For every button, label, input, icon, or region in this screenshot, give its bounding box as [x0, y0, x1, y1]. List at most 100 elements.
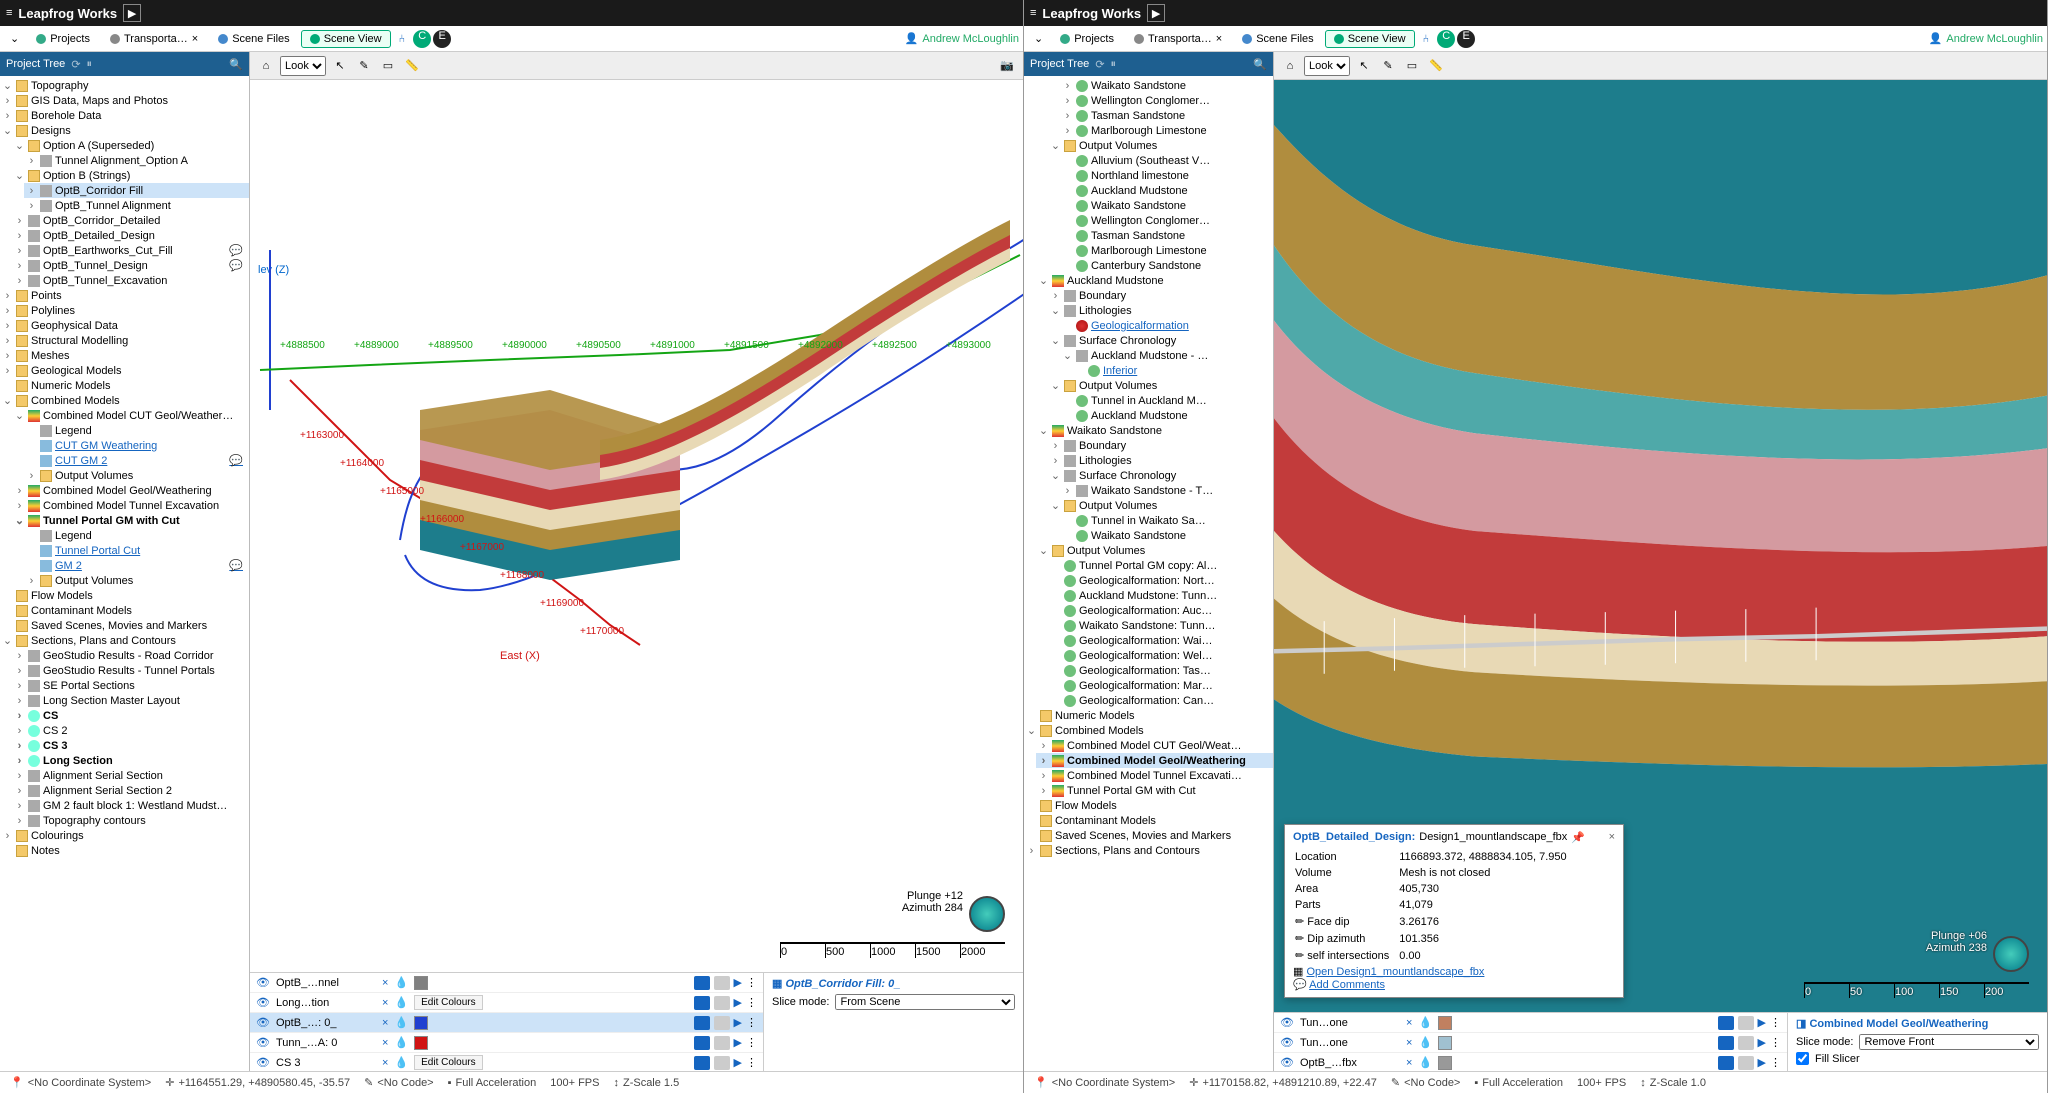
e-icon[interactable]: E [1457, 30, 1475, 48]
toggle-a[interactable] [694, 976, 710, 990]
tree-item[interactable]: ›OptB_Tunnel Alignment [24, 198, 249, 213]
slice-mode-select[interactable]: From Scene [835, 994, 1015, 1010]
tree-item[interactable]: Marlborough Limestone [1060, 243, 1273, 258]
more-icon[interactable]: ⋮ [1770, 1036, 1781, 1049]
tree-item[interactable]: ›Tunnel Alignment_Option A [24, 153, 249, 168]
tool-pencil-icon[interactable]: ✎ [354, 56, 374, 76]
toggle-a[interactable] [1718, 1016, 1734, 1030]
scene-item[interactable]: 👁OptB_…nnel×💧▶⋮ [250, 973, 763, 993]
expand-icon[interactable]: ⌄ [14, 169, 25, 182]
expand-icon[interactable]: ⌄ [1050, 499, 1061, 512]
tree-item[interactable]: Geologicalformation: Auc… [1048, 603, 1273, 618]
remove-icon[interactable]: × [382, 977, 388, 989]
expand-icon[interactable]: › [14, 215, 25, 227]
tree-item[interactable]: Wellington Conglomer… [1060, 213, 1273, 228]
search-icon[interactable]: 🔍 [229, 58, 243, 71]
tree-item[interactable]: Legend [24, 423, 249, 438]
toggle-b[interactable] [714, 1016, 730, 1030]
tree-item[interactable]: Geologicalformation: Wel… [1048, 648, 1273, 663]
expand-icon[interactable]: › [14, 815, 25, 827]
expand-icon[interactable]: › [2, 110, 13, 122]
expand-icon[interactable]: ⌄ [1050, 334, 1061, 347]
tree-item[interactable]: ⌄Option B (Strings) [12, 168, 249, 183]
expand-icon[interactable]: › [2, 290, 13, 302]
expand-icon[interactable]: › [26, 470, 37, 482]
more-icon[interactable]: ⋮ [746, 996, 757, 1009]
expand-icon[interactable]: › [14, 275, 25, 287]
tree-item[interactable]: Tunnel Portal GM copy: Al… [1048, 558, 1273, 573]
tree-item[interactable]: CUT GM Weathering [24, 438, 249, 453]
tree-item[interactable]: Numeric Models [0, 378, 249, 393]
tree-item[interactable]: ⌄Option A (Superseded) [12, 138, 249, 153]
toggle-a[interactable] [1718, 1036, 1734, 1050]
tree-item[interactable]: ›Long Section [12, 753, 249, 768]
comment-icon[interactable]: 💬 [229, 559, 243, 572]
remove-icon[interactable]: × [1406, 1017, 1412, 1029]
tree-item[interactable]: ›Combined Model Geol/Weathering [12, 483, 249, 498]
tree-item[interactable]: ›Combined Model Tunnel Excavation [12, 498, 249, 513]
home-icon[interactable]: ⌂ [1280, 56, 1300, 76]
play-icon[interactable]: ▶ [123, 4, 141, 22]
tree-item[interactable]: Numeric Models [1024, 708, 1273, 723]
tree-item[interactable]: ›OptB_Corridor_Detailed [12, 213, 249, 228]
coord-sys[interactable]: 📍<No Coordinate System> [10, 1076, 151, 1089]
tree-item[interactable]: ›CS 3 [12, 738, 249, 753]
more-icon[interactable]: ⋮ [1770, 1056, 1781, 1069]
tree-item[interactable]: Northland limestone [1060, 168, 1273, 183]
expand-icon[interactable]: ⌄ [14, 409, 25, 422]
tree-item[interactable]: ›GM 2 fault block 1: Westland Mudst… [12, 798, 249, 813]
colour-swatch[interactable] [1438, 1036, 1452, 1050]
expand-icon[interactable]: ⌄ [2, 124, 13, 137]
slice-mode-select[interactable]: Remove Front [1859, 1034, 2039, 1050]
tree-item[interactable]: CUT GM 2💬 [24, 453, 249, 468]
visibility-icon[interactable]: 👁 [256, 1036, 270, 1049]
scene-item[interactable]: 👁Tunn_…A: 0×💧▶⋮ [250, 1033, 763, 1053]
remove-icon[interactable]: × [1406, 1057, 1412, 1069]
tree-item[interactable]: Inferior [1072, 363, 1273, 378]
code[interactable]: ✎<No Code> [364, 1076, 433, 1089]
tree-item[interactable]: ›Tunnel Portal GM with Cut [1036, 783, 1273, 798]
branch-icon[interactable]: ⑃ [1417, 33, 1436, 45]
add-comments-link[interactable]: Add Comments [1309, 979, 1385, 991]
tree-item[interactable]: ›Alignment Serial Section [12, 768, 249, 783]
zscale[interactable]: ↕Z-Scale 1.0 [1640, 1077, 1706, 1089]
tab-transport[interactable]: Transporta…× [101, 30, 207, 48]
tree-item[interactable]: ⌄Lithologies [1048, 303, 1273, 318]
more-icon[interactable]: ⋮ [746, 1016, 757, 1029]
remove-icon[interactable]: × [382, 1017, 388, 1029]
expand-icon[interactable]: ⌄ [1050, 469, 1061, 482]
scene-item[interactable]: 👁OptB_…: 0_×💧▶⋮ [250, 1013, 763, 1033]
tree-item[interactable]: Auckland Mudstone: Tunn… [1048, 588, 1273, 603]
tool-cursor-icon[interactable]: ↖ [1354, 56, 1374, 76]
tree-item[interactable]: ›Topography contours [12, 813, 249, 828]
play-icon[interactable]: ▶ [734, 1016, 742, 1029]
tree-item[interactable]: ›OptB_Tunnel_Excavation [12, 273, 249, 288]
expand-icon[interactable]: › [1038, 755, 1049, 767]
comment-icon[interactable]: 💬 [229, 259, 243, 272]
expand-icon[interactable]: ⌄ [2, 634, 13, 647]
tree-item[interactable]: ›SE Portal Sections [12, 678, 249, 693]
expand-icon[interactable]: ⌄ [1026, 724, 1037, 737]
tree-item[interactable]: Tunnel Portal Cut [24, 543, 249, 558]
expand-icon[interactable]: › [1062, 485, 1073, 497]
tree-item[interactable]: ›OptB_Detailed_Design [12, 228, 249, 243]
expand-icon[interactable]: › [14, 770, 25, 782]
toggle-a[interactable] [694, 1056, 710, 1070]
menu-icon[interactable]: ≡ [6, 7, 12, 19]
tree-item[interactable]: GM 2💬 [24, 558, 249, 573]
tool-pencil-icon[interactable]: ✎ [1378, 56, 1398, 76]
scene-item[interactable]: 👁OptB_…fbx×💧▶⋮ [1274, 1053, 1787, 1073]
close-icon[interactable]: × [1609, 831, 1615, 844]
tree-item[interactable]: ›Tasman Sandstone [1060, 108, 1273, 123]
remove-icon[interactable]: × [382, 1037, 388, 1049]
expand-icon[interactable]: › [14, 245, 25, 257]
tree-item[interactable]: ›Geophysical Data [0, 318, 249, 333]
tree-item[interactable]: ›Boundary [1048, 288, 1273, 303]
colour-swatch[interactable] [414, 1036, 428, 1050]
tree-item[interactable]: ›Alignment Serial Section 2 [12, 783, 249, 798]
tree-item[interactable]: ›Borehole Data [0, 108, 249, 123]
play-icon[interactable]: ▶ [734, 1036, 742, 1049]
tree-item[interactable]: ›Boundary [1048, 438, 1273, 453]
expand-icon[interactable]: › [26, 185, 37, 197]
expand-icon[interactable]: › [1062, 125, 1073, 137]
